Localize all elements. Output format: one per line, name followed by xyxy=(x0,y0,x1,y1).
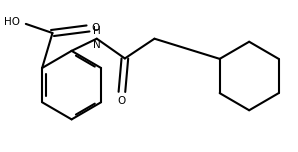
Text: H: H xyxy=(93,26,101,36)
Text: O: O xyxy=(91,23,99,33)
Text: N: N xyxy=(93,40,101,50)
Text: O: O xyxy=(118,97,126,106)
Text: HO: HO xyxy=(4,17,20,27)
